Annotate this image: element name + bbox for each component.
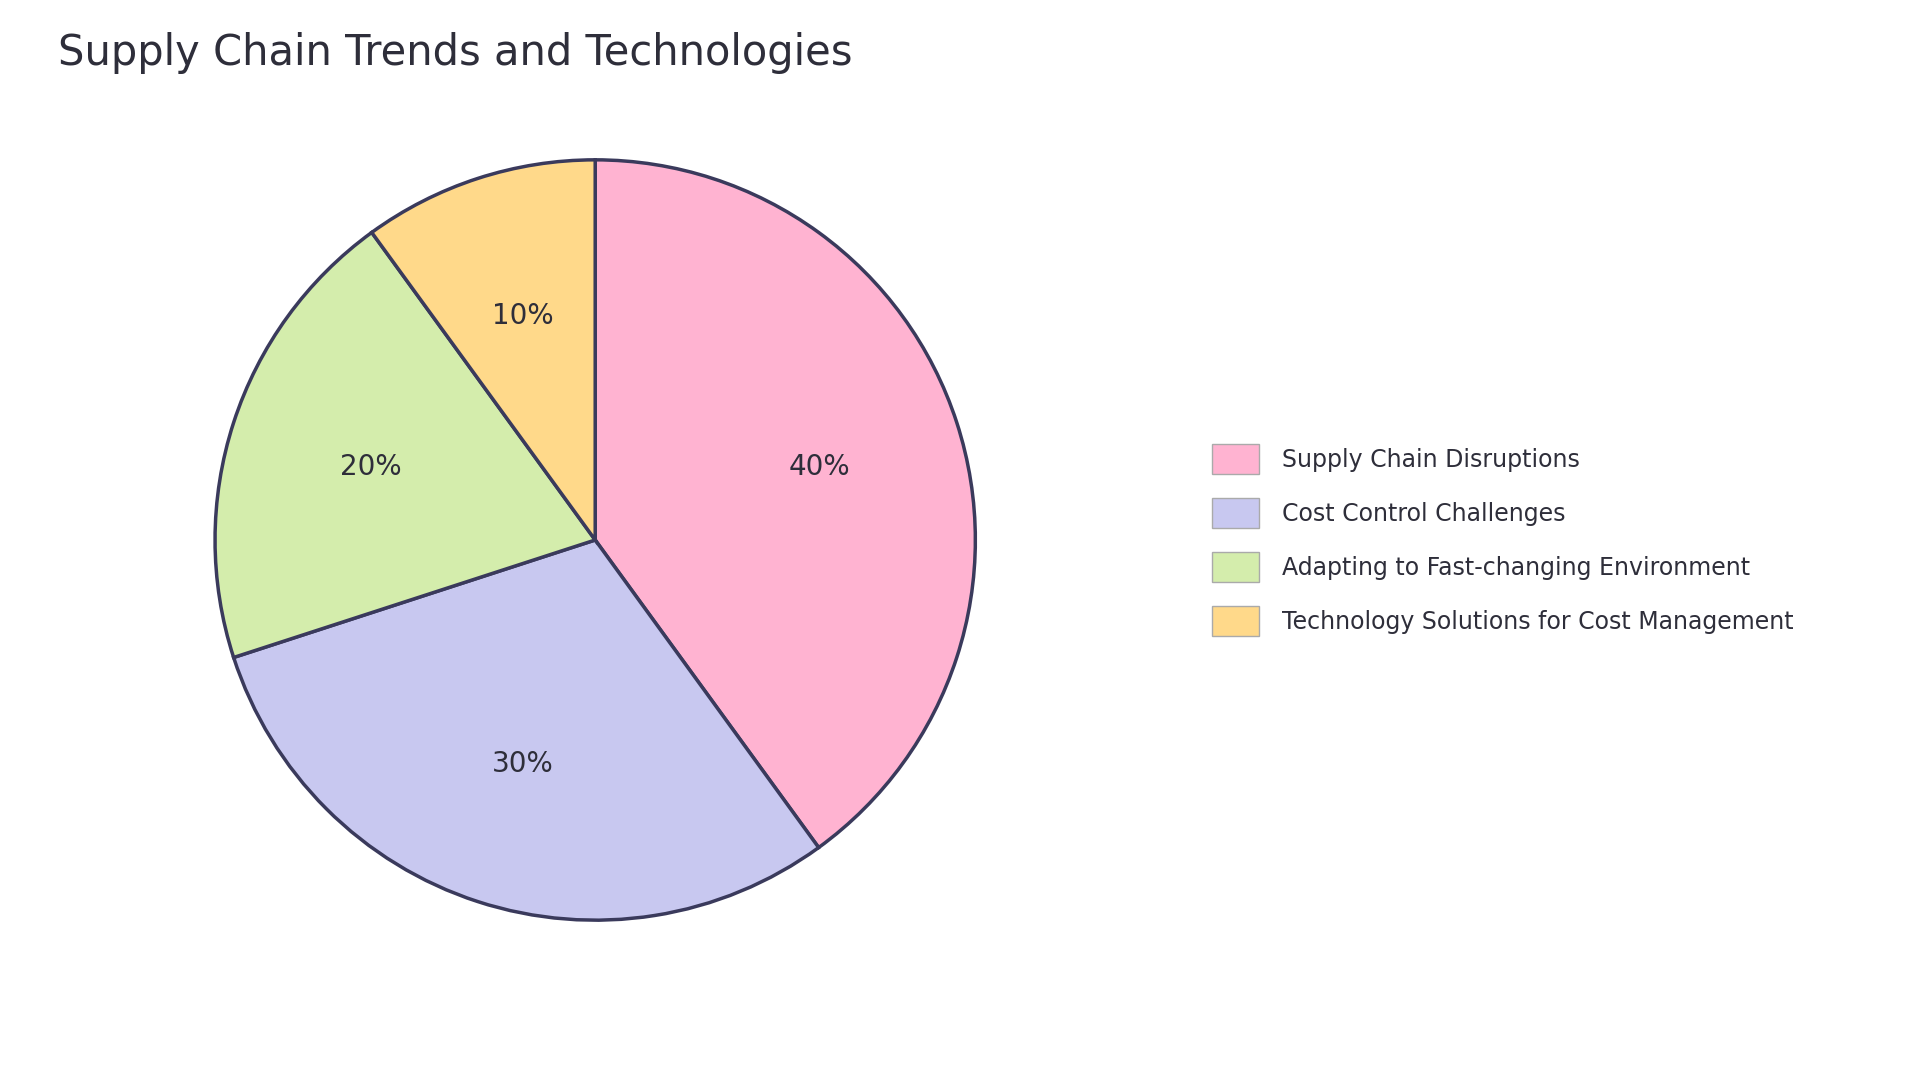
Text: 10%: 10% (492, 301, 553, 329)
Text: Supply Chain Trends and Technologies: Supply Chain Trends and Technologies (58, 32, 852, 75)
Text: 40%: 40% (789, 454, 851, 482)
Text: 20%: 20% (340, 454, 401, 482)
Text: 30%: 30% (492, 751, 553, 779)
Wedge shape (234, 540, 818, 920)
Legend: Supply Chain Disruptions, Cost Control Challenges, Adapting to Fast-changing Env: Supply Chain Disruptions, Cost Control C… (1202, 434, 1803, 646)
Wedge shape (595, 160, 975, 848)
Wedge shape (372, 160, 595, 540)
Wedge shape (215, 232, 595, 658)
